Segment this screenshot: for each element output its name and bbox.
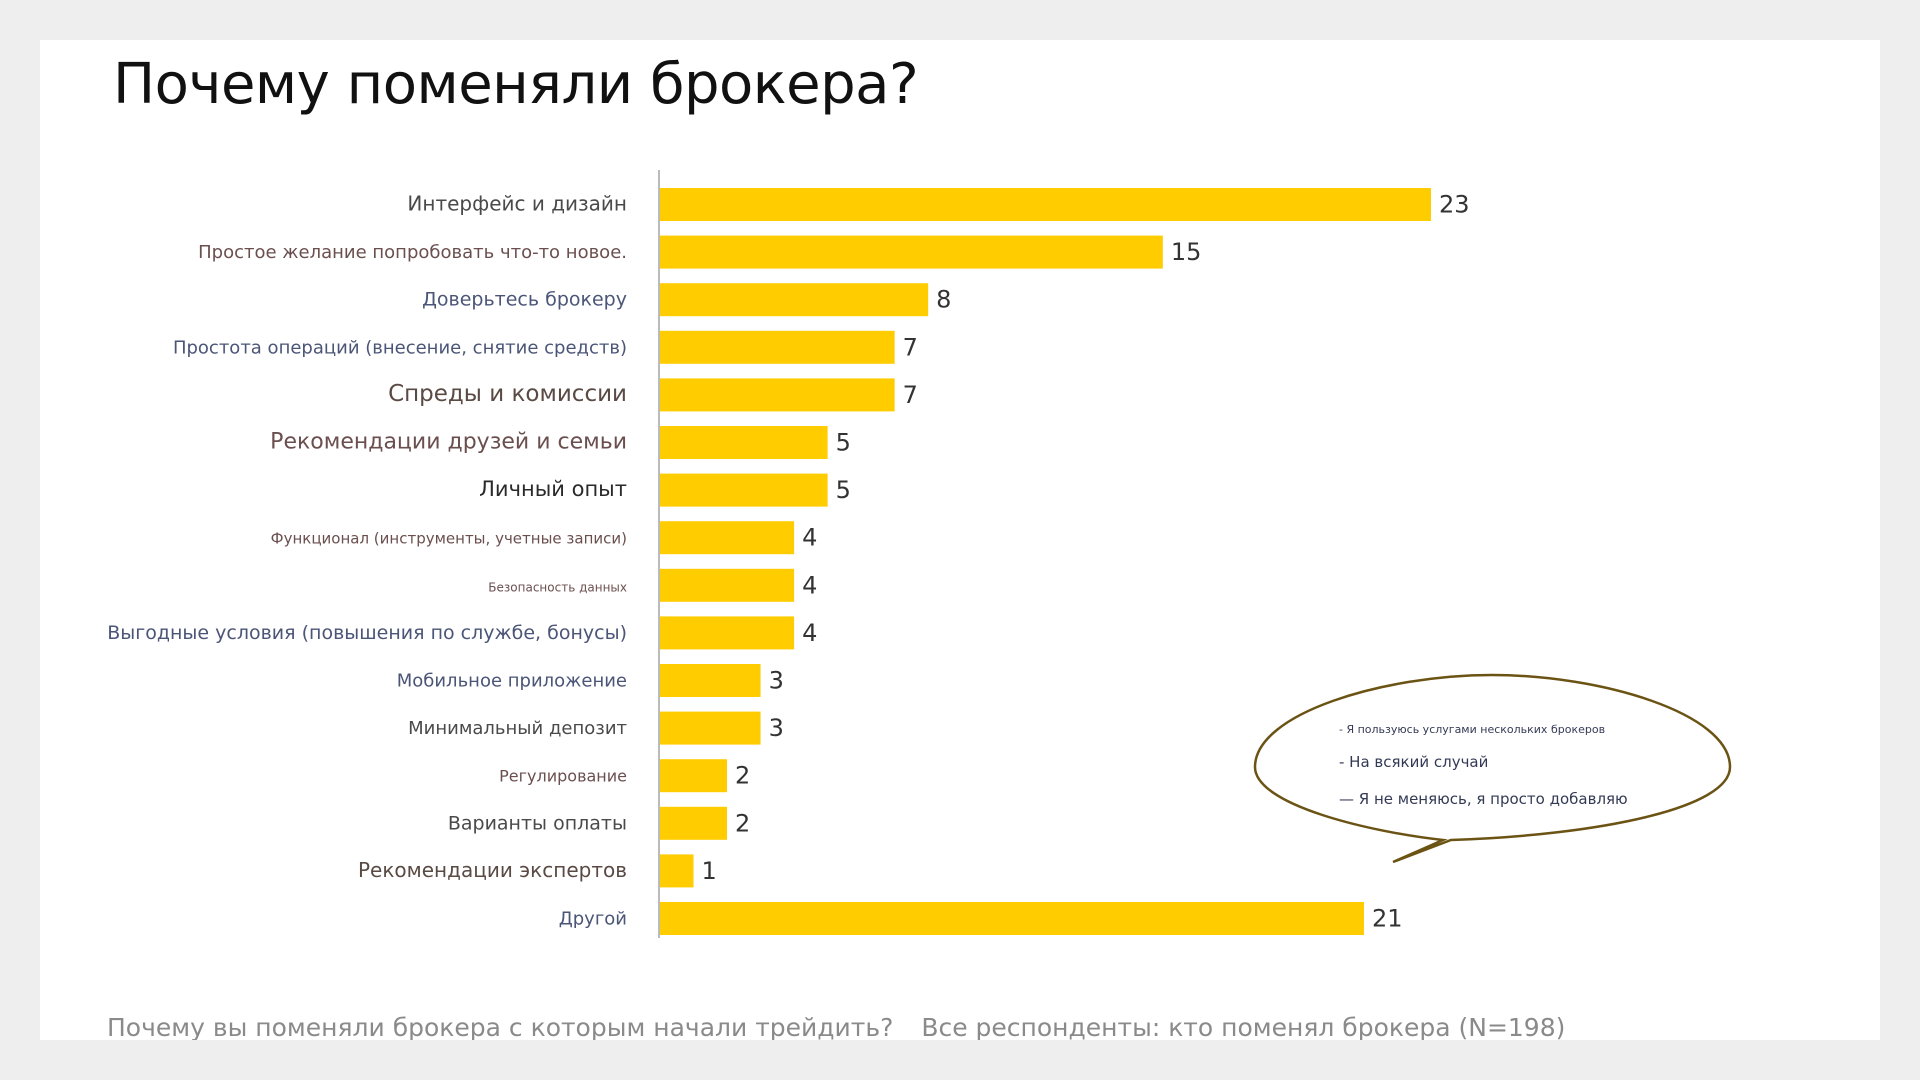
annotation-bubble: - Я пользуюсь услугами нескольких брокер… bbox=[1253, 673, 1732, 864]
bar-value-label: 15 bbox=[1171, 238, 1202, 266]
category-label: Функционал (инструменты, учетные записи) bbox=[271, 530, 627, 548]
bar bbox=[660, 664, 761, 697]
bar-value-label: 7 bbox=[903, 381, 918, 409]
category-label: Минимальный депозит bbox=[408, 718, 627, 739]
bar bbox=[660, 473, 828, 507]
category-label: Рекомендации друзей и семьи bbox=[270, 430, 627, 455]
bar bbox=[660, 854, 694, 888]
bar bbox=[660, 378, 895, 412]
bar bbox=[660, 235, 1163, 269]
bar bbox=[660, 902, 1364, 935]
bar-value-label: 1 bbox=[702, 857, 717, 885]
category-label: Простота операций (внесение, снятие сред… bbox=[173, 337, 627, 358]
annotation-line: — Я не меняюсь, я просто добавляю bbox=[1339, 790, 1628, 808]
bar-value-label: 5 bbox=[836, 476, 851, 504]
bar bbox=[660, 521, 795, 555]
bar-value-label: 5 bbox=[836, 429, 851, 457]
category-label: Спреды и комиссии bbox=[388, 381, 627, 407]
bar-value-label: 2 bbox=[735, 809, 750, 837]
category-label: Простое желание попробовать что-то новое… bbox=[198, 242, 627, 263]
annotation-line: - Я пользуюсь услугами нескольких брокер… bbox=[1339, 723, 1605, 736]
category-label: Интерфейс и дизайн bbox=[407, 192, 627, 216]
speech-bubble-shape bbox=[1253, 673, 1732, 864]
bar-value-label: 4 bbox=[802, 619, 817, 647]
slide: Почему поменяли брокера? 23 Интерфейс и д… bbox=[40, 40, 1880, 1040]
bar bbox=[660, 711, 761, 745]
category-label: Регулирование bbox=[499, 767, 627, 786]
category-label: Доверьтесь брокеру bbox=[422, 289, 627, 311]
bar bbox=[660, 188, 1431, 221]
bar-value-label: 2 bbox=[735, 762, 750, 790]
category-label: Мобильное приложение bbox=[397, 671, 627, 692]
bar bbox=[660, 330, 895, 364]
bar bbox=[660, 806, 728, 840]
bar bbox=[660, 759, 728, 793]
footnote-question: Почему вы поменяли брокера с которым нач… bbox=[107, 1013, 894, 1040]
bar-value-label: 4 bbox=[802, 571, 817, 599]
category-label: Выгодные условия (повышения по службе, б… bbox=[107, 622, 627, 644]
bar-value-label: 3 bbox=[769, 714, 784, 742]
category-label: Личный опыт bbox=[479, 477, 627, 501]
annotation-line: - На всякий случай bbox=[1339, 753, 1488, 771]
page-title: Почему поменяли брокера? bbox=[113, 52, 919, 117]
bar bbox=[660, 568, 795, 602]
footnote: Почему вы поменяли брокера с которым нач… bbox=[107, 1013, 1565, 1040]
bar-value-label: 21 bbox=[1372, 905, 1403, 933]
category-label: Безопасность данных bbox=[488, 580, 627, 594]
footnote-base: Все респонденты: кто поменял брокера (N=… bbox=[921, 1013, 1566, 1040]
category-label: Рекомендации экспертов bbox=[358, 858, 627, 882]
bar bbox=[660, 426, 828, 459]
bar-value-label: 23 bbox=[1439, 191, 1470, 219]
bar bbox=[660, 616, 795, 650]
bar-value-label: 7 bbox=[903, 333, 918, 361]
bar bbox=[660, 283, 929, 317]
bar-value-label: 4 bbox=[802, 524, 817, 552]
bar-value-label: 3 bbox=[769, 667, 784, 695]
category-label: Другой bbox=[559, 909, 627, 930]
category-label: Варианты оплаты bbox=[448, 812, 627, 834]
bar-value-label: 8 bbox=[936, 286, 951, 314]
